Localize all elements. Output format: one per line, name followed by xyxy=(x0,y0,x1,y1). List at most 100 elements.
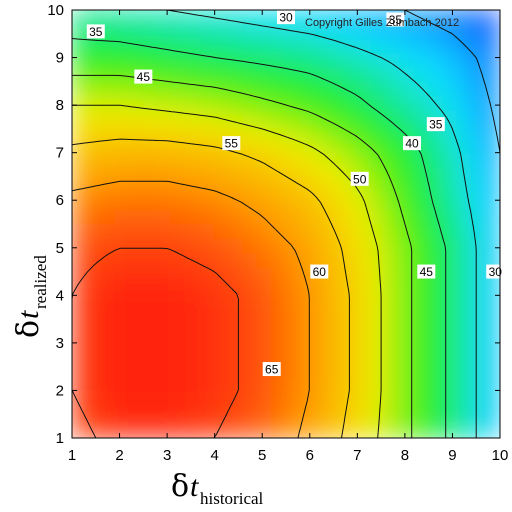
heat-cell xyxy=(199,366,216,382)
heat-cell xyxy=(128,10,144,25)
heat-cell xyxy=(157,137,173,154)
heat-cell xyxy=(356,52,373,68)
heat-cell xyxy=(199,380,216,396)
heat-cell xyxy=(371,237,387,254)
heat-cell xyxy=(171,252,187,268)
heat-cell xyxy=(256,408,273,425)
heat-cell xyxy=(342,408,358,425)
heat-cell xyxy=(114,123,130,139)
heat-cell xyxy=(85,95,102,111)
heat-cell xyxy=(456,423,472,438)
heat-cell xyxy=(199,309,216,325)
heat-cell xyxy=(342,66,358,82)
heat-cell xyxy=(342,194,358,211)
heat-cell xyxy=(413,237,430,254)
heat-cell xyxy=(114,109,130,125)
heat-cell xyxy=(171,380,187,396)
heat-cell xyxy=(356,123,373,139)
heat-cell xyxy=(114,38,130,54)
x-tick-label: 2 xyxy=(115,447,123,464)
heat-cell xyxy=(442,323,458,339)
heat-cell xyxy=(142,10,159,25)
heat-cell xyxy=(171,137,187,154)
heat-cell xyxy=(271,23,287,40)
heat-cell xyxy=(442,194,458,211)
heat-cell xyxy=(299,23,316,40)
heat-cell xyxy=(356,394,373,410)
heat-cell xyxy=(314,394,330,410)
heat-cell xyxy=(314,366,330,382)
heat-cell xyxy=(100,95,116,111)
heat-cell xyxy=(157,66,173,82)
heat-cell xyxy=(256,109,273,125)
heat-cell xyxy=(256,280,273,296)
x-tick-label: 9 xyxy=(448,447,456,464)
heat-cell xyxy=(72,194,87,211)
heat-cell xyxy=(371,351,387,368)
heat-cell xyxy=(142,137,159,154)
heat-cell xyxy=(85,66,102,82)
heat-cell xyxy=(399,323,415,339)
heat-cell xyxy=(271,52,287,68)
heat-cell xyxy=(342,95,358,111)
heat-cell xyxy=(185,166,201,182)
heat-cell xyxy=(470,337,487,353)
heat-cell xyxy=(171,223,187,239)
heat-cell xyxy=(456,366,472,382)
heat-cell xyxy=(470,323,487,339)
heat-cell xyxy=(271,252,287,268)
heat-cell xyxy=(228,309,244,325)
heat-cell xyxy=(470,252,487,268)
heat-cell xyxy=(142,209,159,225)
heat-cell xyxy=(485,337,500,353)
heat-cell xyxy=(185,137,201,154)
copyright-annotation: Copyright Gilles Zumbach 2012 xyxy=(305,17,459,29)
heat-cell xyxy=(171,423,187,438)
heat-cell xyxy=(85,266,102,282)
heat-cell xyxy=(72,209,87,225)
heat-cell xyxy=(199,80,216,97)
heat-cell xyxy=(342,323,358,339)
heat-cell xyxy=(428,309,444,325)
heat-cell xyxy=(142,323,159,339)
heat-cell xyxy=(100,366,116,382)
heat-cell xyxy=(342,423,358,438)
heat-cell xyxy=(100,52,116,68)
heat-cell xyxy=(328,237,344,254)
heat-cell xyxy=(413,337,430,353)
heat-cell xyxy=(228,380,244,396)
heat-cell xyxy=(228,109,244,125)
heat-cell xyxy=(142,351,159,368)
heat-cell xyxy=(256,80,273,97)
heat-cell xyxy=(185,223,201,239)
heat-cell xyxy=(314,309,330,325)
heat-cell xyxy=(72,309,87,325)
heat-cell xyxy=(185,408,201,425)
heat-cell xyxy=(228,66,244,82)
heat-cell xyxy=(314,252,330,268)
heat-cell xyxy=(157,266,173,282)
heat-cell xyxy=(342,294,358,311)
heat-cell xyxy=(72,280,87,296)
heat-cell xyxy=(214,237,230,254)
heat-cell xyxy=(285,137,301,154)
heat-cell xyxy=(314,280,330,296)
heat-cell xyxy=(100,266,116,282)
heat-cell xyxy=(428,137,444,154)
heat-cell xyxy=(470,123,487,139)
heat-cell xyxy=(456,180,472,196)
heat-cell xyxy=(470,394,487,410)
heat-cell xyxy=(128,323,144,339)
heat-cell xyxy=(185,237,201,254)
heat-cell xyxy=(442,52,458,68)
heat-cell xyxy=(485,166,500,182)
heat-cell xyxy=(171,123,187,139)
heat-cell xyxy=(399,252,415,268)
heat-cell xyxy=(470,280,487,296)
heat-cell xyxy=(428,380,444,396)
heat-cell xyxy=(328,351,344,368)
heat-cell xyxy=(399,166,415,182)
heat-cell xyxy=(271,423,287,438)
heat-cell xyxy=(85,351,102,368)
